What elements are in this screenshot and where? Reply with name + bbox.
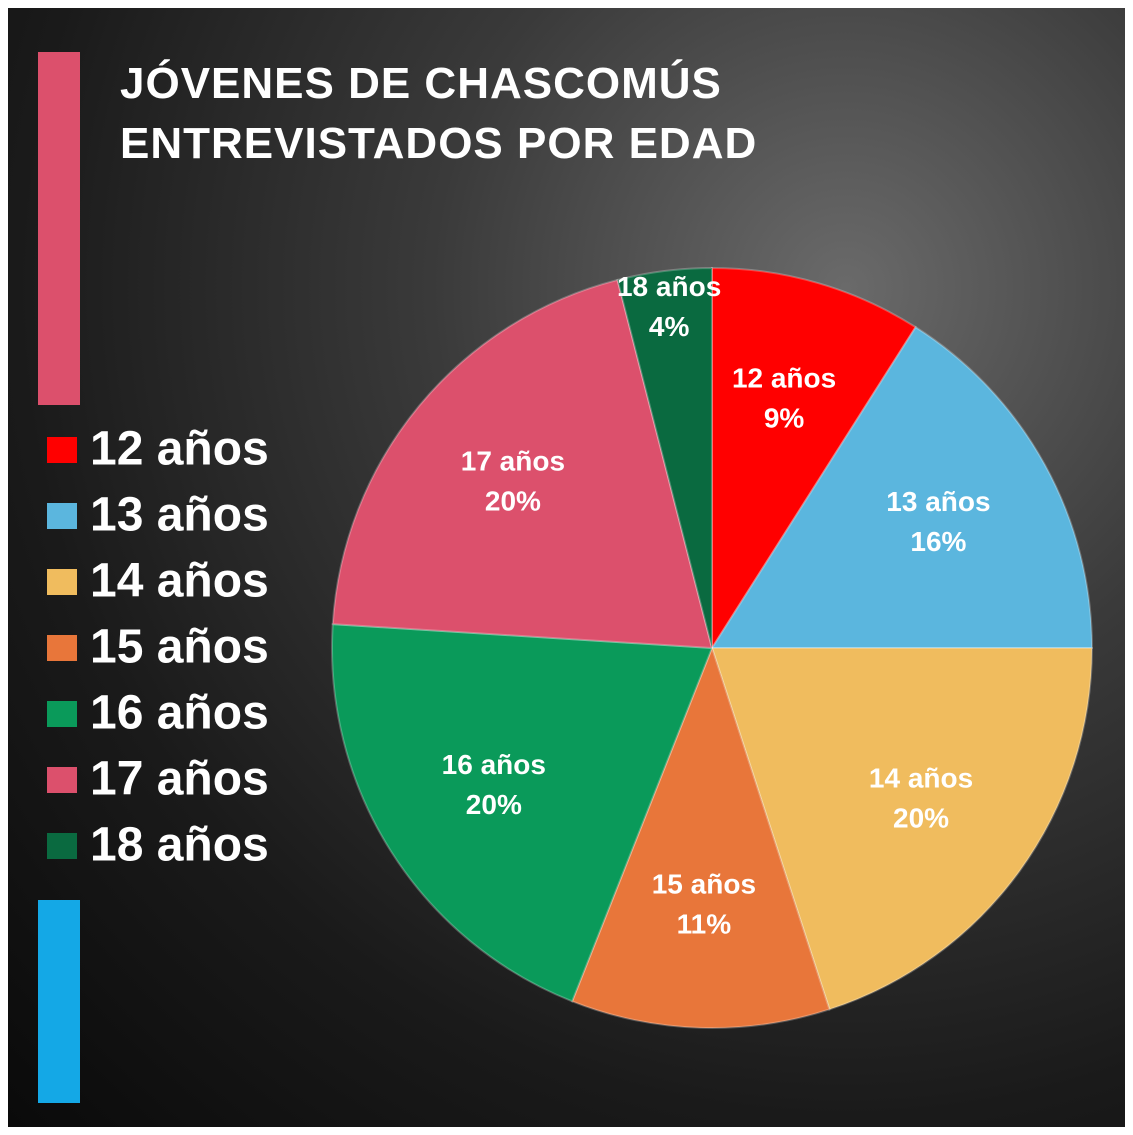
legend-swatch bbox=[47, 569, 77, 595]
legend-label: 15 años bbox=[90, 621, 269, 674]
pie-slice bbox=[711, 266, 917, 652]
legend-label: 16 años bbox=[90, 687, 269, 740]
slice-value: 20% bbox=[466, 789, 522, 820]
slice-label: 18 años bbox=[617, 271, 721, 302]
legend-label: 14 años bbox=[90, 555, 269, 608]
slice-value: 16% bbox=[910, 526, 966, 557]
slice-value: 9% bbox=[764, 402, 805, 433]
pie-slice bbox=[710, 325, 1094, 649]
slice-value: 20% bbox=[485, 486, 541, 517]
legend-swatch bbox=[47, 701, 77, 727]
infographic: 12 años 9% 13 años 16% 14 años 20% 15 años 11% 1… bbox=[8, 8, 1125, 1127]
decor-bar bbox=[38, 52, 80, 405]
legend-label: 17 años bbox=[90, 753, 269, 806]
slice-label: 12 años bbox=[732, 362, 836, 393]
chart-title: JÓVENES DE CHASCOMÚS ENTREVISTADOS POR E… bbox=[120, 59, 758, 168]
pie-slice bbox=[570, 645, 831, 1029]
decor-bar bbox=[38, 900, 80, 1103]
slice-label: 16 años bbox=[442, 749, 546, 780]
slice-value: 4% bbox=[649, 311, 690, 342]
legend-label: 13 años bbox=[90, 489, 269, 542]
pie-slice bbox=[616, 266, 713, 649]
legend-label: 12 años bbox=[90, 423, 269, 476]
slice-label: 17 años bbox=[461, 446, 565, 477]
legend-swatch bbox=[47, 833, 77, 859]
slice-label: 14 años bbox=[869, 762, 973, 793]
legend-swatch bbox=[47, 503, 77, 529]
slice-label: 15 años bbox=[652, 869, 756, 900]
legend-swatch bbox=[47, 635, 77, 661]
pie-slice bbox=[331, 278, 714, 650]
pie-slice bbox=[710, 647, 1094, 1011]
slice-label: 13 años bbox=[886, 486, 990, 517]
legend-swatch bbox=[47, 437, 77, 463]
chart: 12 años 9% 13 años 16% 14 años 20% 15 años 11% 1… bbox=[38, 52, 1094, 1103]
slice-value: 20% bbox=[893, 802, 949, 833]
legend-swatch bbox=[47, 767, 77, 793]
legend-label: 18 años bbox=[90, 819, 269, 872]
slice-value: 11% bbox=[677, 909, 732, 940]
pie-slice bbox=[331, 623, 714, 1003]
